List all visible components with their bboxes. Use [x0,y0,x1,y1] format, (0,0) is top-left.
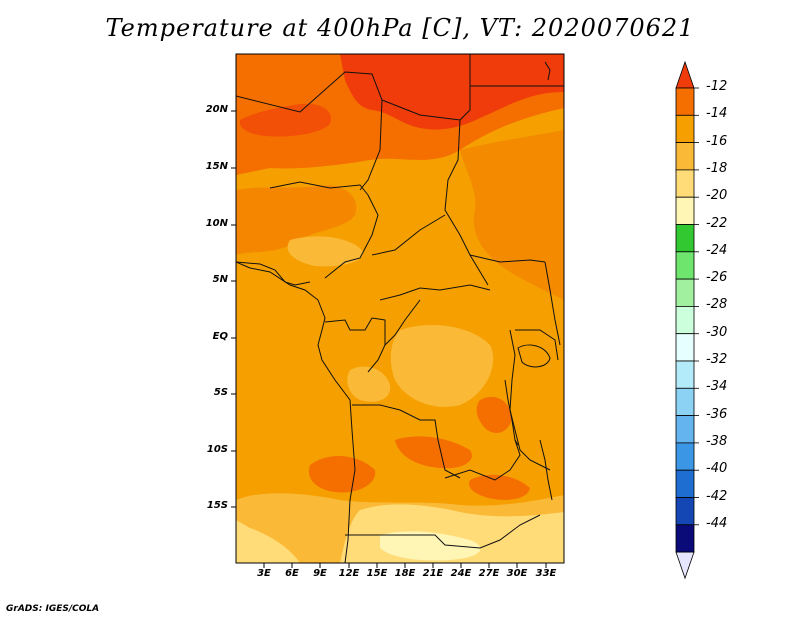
border-algeria-south [236,71,383,191]
colorbar-cap-bottom [675,551,695,580]
field-coolest-patch [380,531,481,561]
lake-victoria [517,344,551,368]
colorbar-label: -12 [706,79,728,94]
field-warm-east [469,474,530,500]
colorbar-label: -20 [706,188,728,204]
field-core-west [239,103,331,137]
field-patch-west [236,185,357,255]
colorbar-label: -24 [706,242,728,258]
colorbar-label: -38 [706,433,728,449]
border-coast-gulf [236,261,356,563]
colorbar-cap-top [675,60,695,89]
field-warm-angola [308,455,376,493]
border-angola-south [345,514,541,549]
lat-label-eq: EQ [212,331,228,342]
lake-tanganyika [504,379,519,446]
border-nigeria-cameroon [324,194,379,279]
colorbar-label: -32 [706,352,728,367]
colorbar-label: -34 [706,379,728,395]
colorbar-box [675,360,695,389]
colorbar-box [675,469,695,498]
border-uganda [515,329,559,361]
colorbar-box [675,387,695,416]
colorbar-box [675,114,695,144]
lon-label-3e: 3E [257,568,271,579]
lon-label-33e: 33E [535,568,557,579]
colorbar-label: -22 [706,215,728,231]
colorbar-box [675,142,695,171]
colorbar-box [675,305,695,335]
field-warm-center [395,436,472,469]
lat-label-10s: 10S [206,444,228,455]
colorbar-box [675,333,695,362]
border-niger-nigeria [269,181,369,196]
colorbar-label: -36 [706,406,728,422]
field-patch-east [460,130,564,300]
map-title: Temperature at 400hPa [C], VT: 202007062… [105,14,695,42]
colorbar-box [675,442,695,471]
border-car-drc [379,284,491,301]
border-drc-angola [352,404,461,479]
field-warm-lakes [476,396,512,433]
colorbar-box [675,87,695,116]
borders [236,54,564,563]
colorbar-label: -42 [706,488,728,504]
border-gabon [324,317,386,373]
colorbar-label: -26 [706,270,728,286]
lat-label-5n: 5N [212,274,228,285]
lat-label-5s: 5S [213,387,228,398]
border-sudan-south [469,254,546,263]
border-east [544,261,561,346]
colorbar-label: -28 [706,297,728,313]
colorbar-label: -40 [706,461,728,477]
lon-label-30e: 30E [506,568,528,579]
colorbar-label: -14 [706,106,728,122]
lat-ticks [231,110,236,508]
border-west [236,261,311,286]
colorbar-box [675,415,695,444]
colorbar-label: -16 [706,133,728,149]
lat-label-15s: 15S [206,500,228,511]
colorbar-box [675,524,695,553]
river-nile [544,61,551,81]
lat-label-20n: 20N [205,104,228,115]
lon-label-6e: 6E [285,568,299,579]
lon-label-9e: 9E [313,568,327,579]
colorbar-box [675,224,695,253]
lake-malawi [539,439,553,501]
lon-label-24e: 24E [450,568,472,579]
colorbar-box [675,169,695,198]
colorbar-box [675,278,695,307]
lon-label-12e: 12E [338,568,360,579]
temperature-field [236,54,564,563]
colorbar-label: -18 [706,160,728,176]
lon-label-18e: 18E [394,568,416,579]
lon-label-21e: 21E [422,568,444,579]
lon-ticks [263,563,547,568]
map-frame [235,53,565,564]
colorbar-box [675,196,695,225]
credit-label: GrADS: IGES/COLA [6,604,100,614]
field-cool-sahel [287,236,363,267]
colorbar-box [675,497,695,526]
lat-label-15n: 15N [205,161,228,172]
field-cool-congo [390,325,494,407]
field-cool-coast [347,366,391,402]
lon-label-15e: 15E [366,568,388,579]
colorbar [675,60,699,580]
border-congo-drc [384,299,421,346]
border-zambia [444,439,521,481]
colorbar-label: -30 [706,324,728,340]
colorbar-box [675,251,695,280]
field-core-warm [340,54,564,130]
border-car [371,214,446,256]
lat-label-10n: 10N [205,218,228,229]
colorbar-label: -44 [706,515,728,531]
lon-label-27e: 27E [478,568,500,579]
field-cool-southwest [236,520,300,563]
